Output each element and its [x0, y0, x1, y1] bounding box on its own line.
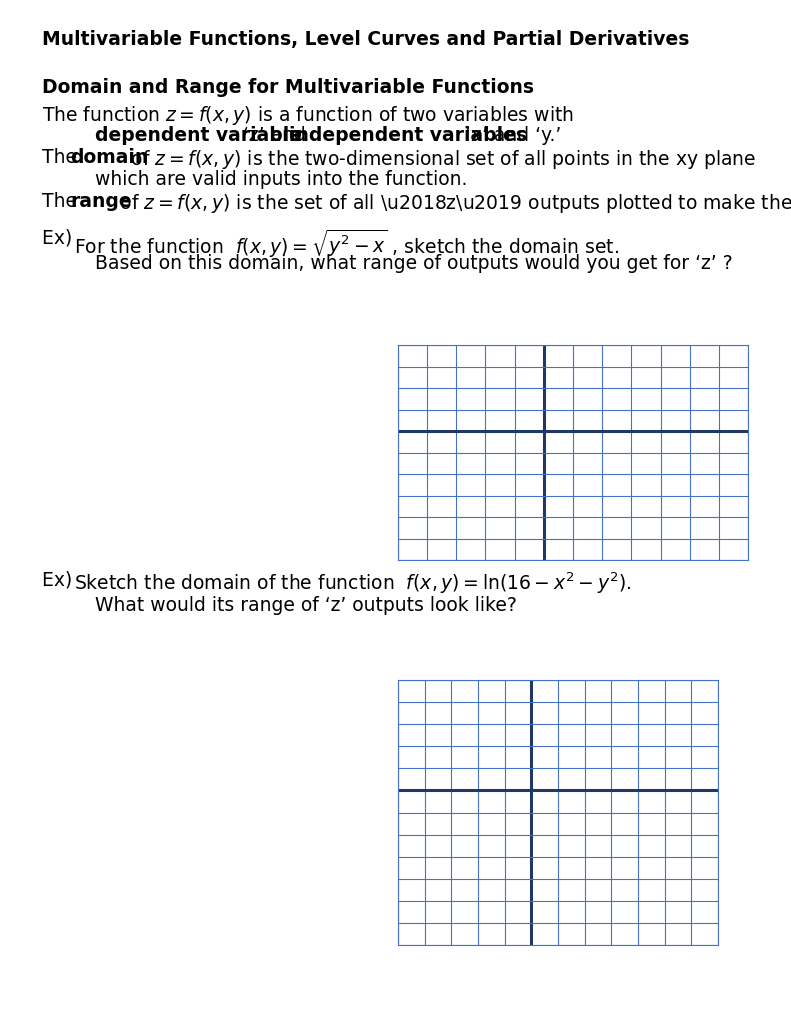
Text: What would its range of ‘z’ outputs look like?: What would its range of ‘z’ outputs look… [95, 596, 517, 615]
Text: Sketch the domain of the function  $f(x,y) = \ln(16 - x^2 - y^2)$.: Sketch the domain of the function $f(x,y… [74, 570, 631, 596]
Text: dependent variable: dependent variable [95, 126, 302, 145]
Text: of $z = f(x,y)$ is the two-dimensional set of all points in the xy plane: of $z = f(x,y)$ is the two-dimensional s… [125, 148, 756, 171]
Text: domain: domain [70, 148, 148, 167]
Text: Domain and Range for Multivariable Functions: Domain and Range for Multivariable Funct… [42, 78, 534, 97]
Text: For the function  $f(x,y) = \sqrt{y^2 - x}$ , sketch the domain set.: For the function $f(x,y) = \sqrt{y^2 - x… [74, 228, 619, 260]
Text: Based on this domain, what range of outputs would you get for ‘z’ ?: Based on this domain, what range of outp… [95, 254, 732, 273]
Text: Ex): Ex) [42, 570, 78, 589]
Text: independent variables: independent variables [289, 126, 527, 145]
Text: which are valid inputs into the function.: which are valid inputs into the function… [95, 170, 467, 189]
Text: The: The [42, 148, 83, 167]
Text: Multivariable Functions, Level Curves and Partial Derivatives: Multivariable Functions, Level Curves an… [42, 30, 690, 49]
Text: ‘x’ and ‘y.’: ‘x’ and ‘y.’ [459, 126, 562, 145]
Text: The: The [42, 193, 83, 211]
Text: range: range [70, 193, 131, 211]
Text: Ex): Ex) [42, 228, 78, 247]
Text: of $z = f(x,y)$ is the set of all \u2018z\u2019 outputs plotted to make the surf: of $z = f(x,y)$ is the set of all \u2018… [114, 193, 791, 215]
Text: ‘z’ and: ‘z’ and [243, 126, 312, 145]
Text: The function $z = f(x,y)$ is a function of two variables with: The function $z = f(x,y)$ is a function … [42, 104, 573, 127]
